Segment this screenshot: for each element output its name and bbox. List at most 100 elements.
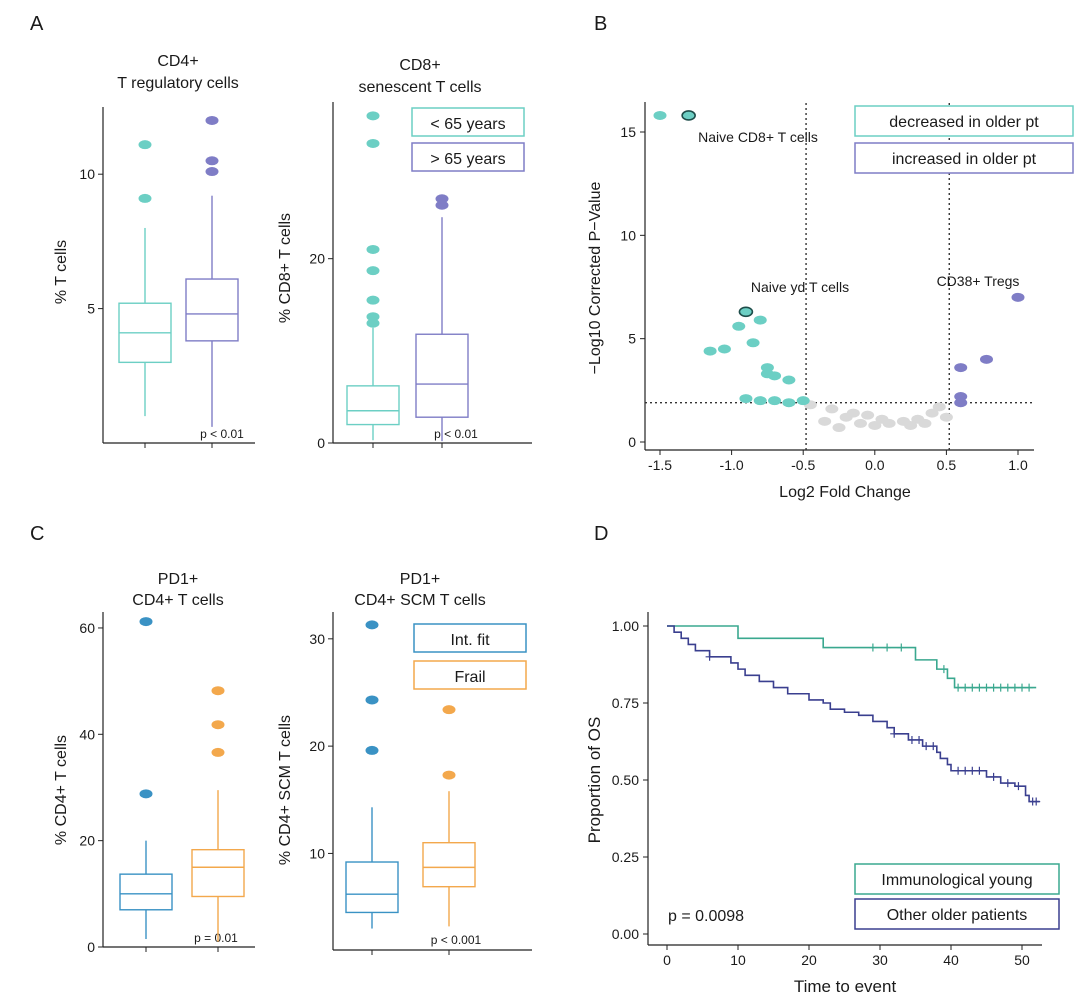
b-point-young xyxy=(768,396,782,406)
b-y-tick-label-3: 15 xyxy=(620,124,636,140)
panel-c2-pvalue: p < 0.001 xyxy=(431,933,482,947)
b-point-young xyxy=(782,398,796,408)
a2-legend-box-1 xyxy=(411,142,525,172)
c2-y-tick-label-2: 30 xyxy=(309,631,325,647)
d-y-tick-label-0: 0.00 xyxy=(612,926,639,942)
a2-box-0 xyxy=(346,385,400,426)
b-annotation-1: Naive yd T cells xyxy=(751,279,849,295)
d-x-tick-label-1: 10 xyxy=(730,952,746,968)
d-censor-mark xyxy=(996,683,1005,692)
c2-box-1 xyxy=(422,841,476,888)
d-censor-mark xyxy=(939,665,948,674)
d-censor-mark xyxy=(968,766,977,775)
d-censor-mark xyxy=(883,643,892,652)
b-annotation-2: CD38+ Tregs xyxy=(937,273,1020,289)
d-censor-mark xyxy=(968,683,977,692)
b-point-young xyxy=(760,369,774,379)
panel-d-plot: 0.00 0.25 0.50 0.75 1.00 0 10 20 30 40 50 Immunolog… xyxy=(612,612,1060,968)
b-point-old xyxy=(954,398,968,408)
a1-outlier xyxy=(205,156,219,166)
b-legend-box-0 xyxy=(854,105,1074,137)
d-censor-mark xyxy=(982,683,991,692)
c1-y-tick-label-2: 40 xyxy=(79,726,95,742)
a2-legend-box-0 xyxy=(411,107,525,137)
d-x-tick-label-0: 0 xyxy=(663,952,671,968)
panel-a1: CD4+ T regulatory cells % T cells p < 0.… xyxy=(53,53,255,448)
a1-outlier xyxy=(205,167,219,177)
d-legend-box-1 xyxy=(854,898,1060,930)
c1-outlier xyxy=(211,747,225,757)
b-x-tick-label-2: -0.5 xyxy=(791,457,815,473)
panel-d-pvalue: p = 0.0098 xyxy=(668,908,744,925)
a1-outlier xyxy=(138,140,152,150)
panel-c2-ylabel: % CD4+ SCM T cells xyxy=(277,715,294,865)
b-legend-box-1 xyxy=(854,142,1074,174)
panel-d: Time to event Proportion of OS p = 0.009… xyxy=(585,612,1060,996)
c1-outlier xyxy=(139,789,153,799)
a2-legend-label-1: > 65 years xyxy=(430,151,505,168)
d-censor-mark xyxy=(897,643,906,652)
panel-c2-title-line1: PD1+ xyxy=(400,571,440,588)
b-point-grey xyxy=(875,414,889,424)
b-point-grey xyxy=(925,408,939,418)
a1-box-1 xyxy=(185,278,239,342)
d-censor-mark xyxy=(929,742,938,751)
c1-box-1 xyxy=(191,848,245,898)
c2-outlier xyxy=(365,745,379,755)
panel-a2-title-line1: CD8+ xyxy=(399,57,440,74)
panel-c1-plot: 0 20 40 60 xyxy=(79,612,255,955)
b-point-grey xyxy=(846,408,860,418)
d-y-tick-label-1: 0.25 xyxy=(612,849,639,865)
b-point-grey xyxy=(853,418,867,428)
b-point-young xyxy=(746,338,760,348)
a2-y-tick-label-0: 0 xyxy=(317,435,325,451)
b-point-young xyxy=(782,375,796,385)
d-censor-mark xyxy=(954,766,963,775)
a2-outlier xyxy=(366,312,380,322)
b-point-young xyxy=(796,396,810,406)
d-y-tick-label-2: 0.50 xyxy=(612,772,639,788)
d-legend-label-0: Immunological young xyxy=(881,872,1032,889)
d-km-curve-0 xyxy=(667,625,1037,689)
c1-y-tick-label-0: 0 xyxy=(87,939,95,955)
a2-box-1 xyxy=(415,333,469,418)
b-x-tick-label-0: -1.5 xyxy=(648,457,672,473)
b-point-young xyxy=(760,363,774,373)
panel-c1-ylabel: % CD4+ T cells xyxy=(53,735,70,845)
c2-outlier xyxy=(442,770,456,780)
c1-outlier xyxy=(211,720,225,730)
a2-outlier xyxy=(366,244,380,254)
panel-a2-pvalue: p < 0.01 xyxy=(434,427,478,441)
panel-a2-plot: 0 20 < 65 years > 65 years xyxy=(309,102,532,451)
c1-y-tick-label-1: 20 xyxy=(79,833,95,849)
panel-a1-plot: 5 10 xyxy=(79,107,255,448)
d-censor-mark xyxy=(1032,797,1041,806)
panel-c2-title-line2: CD4+ SCM T cells xyxy=(354,592,485,609)
b-point-old xyxy=(979,354,993,364)
d-censor-mark xyxy=(1003,779,1012,788)
d-km-curve-1 xyxy=(667,625,1040,803)
panel-a1-ylabel: % T cells xyxy=(53,240,70,304)
b-point-young xyxy=(682,110,696,120)
d-legend-label-1: Other older patients xyxy=(887,907,1028,924)
b-point-young xyxy=(739,307,753,317)
c1-outlier xyxy=(211,686,225,696)
d-censor-mark xyxy=(961,683,970,692)
d-censor-mark xyxy=(961,766,970,775)
d-censor-mark xyxy=(922,742,931,751)
d-x-tick-label-4: 40 xyxy=(943,952,959,968)
b-point-young xyxy=(703,346,717,356)
b-point-grey xyxy=(939,412,953,422)
c2-legend-box-1 xyxy=(413,660,527,690)
panel-c1-title-line2: CD4+ T cells xyxy=(132,592,223,609)
d-censor-mark xyxy=(1003,683,1012,692)
b-annotation-0: Naive CD8+ T cells xyxy=(698,129,818,145)
panel-b-plot: 0 5 10 15 -1.5 -1.0 -0.5 0.0 0.5 1.0 Naive CD8+ T … xyxy=(620,102,1074,473)
c2-box-0 xyxy=(345,861,399,914)
b-point-grey xyxy=(832,423,846,433)
b-point-grey xyxy=(861,410,875,420)
d-censor-mark xyxy=(705,652,714,661)
b-point-young xyxy=(732,321,746,331)
b-highlight-ring xyxy=(681,110,696,121)
